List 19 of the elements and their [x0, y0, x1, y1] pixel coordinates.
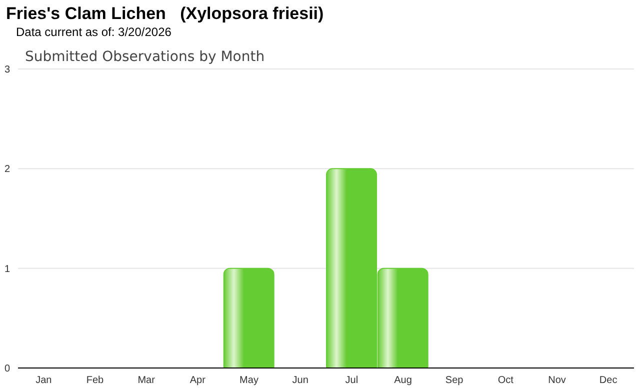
x-tick-label: Jan	[36, 375, 52, 386]
x-tick-label: Sep	[445, 375, 464, 386]
x-tick-label: May	[240, 375, 258, 386]
x-tick-label: Mar	[138, 375, 156, 386]
x-tick-label: Oct	[498, 375, 514, 386]
text: Submitted Observations by Month	[25, 49, 265, 65]
x-tick-label: Nov	[548, 375, 566, 386]
x-tick-label: Aug	[394, 375, 412, 386]
x-tick-label: Jul	[345, 375, 358, 386]
y-tick-label: 1	[4, 264, 10, 275]
x-tick-label: Dec	[599, 375, 618, 386]
y-tick-label: 0	[4, 364, 10, 375]
x-tick-label: Jun	[292, 375, 308, 386]
chart-subtitle: Data current as of: 3/20/2026	[16, 25, 172, 39]
y-tick-label: 2	[4, 164, 10, 176]
x-tick-label: Feb	[86, 375, 104, 386]
chart-title: Fries's Clam Lichen (Xylopsora friesii)	[6, 4, 324, 24]
x-tick-label: Apr	[190, 375, 206, 386]
y-tick-label: 3	[4, 64, 10, 76]
